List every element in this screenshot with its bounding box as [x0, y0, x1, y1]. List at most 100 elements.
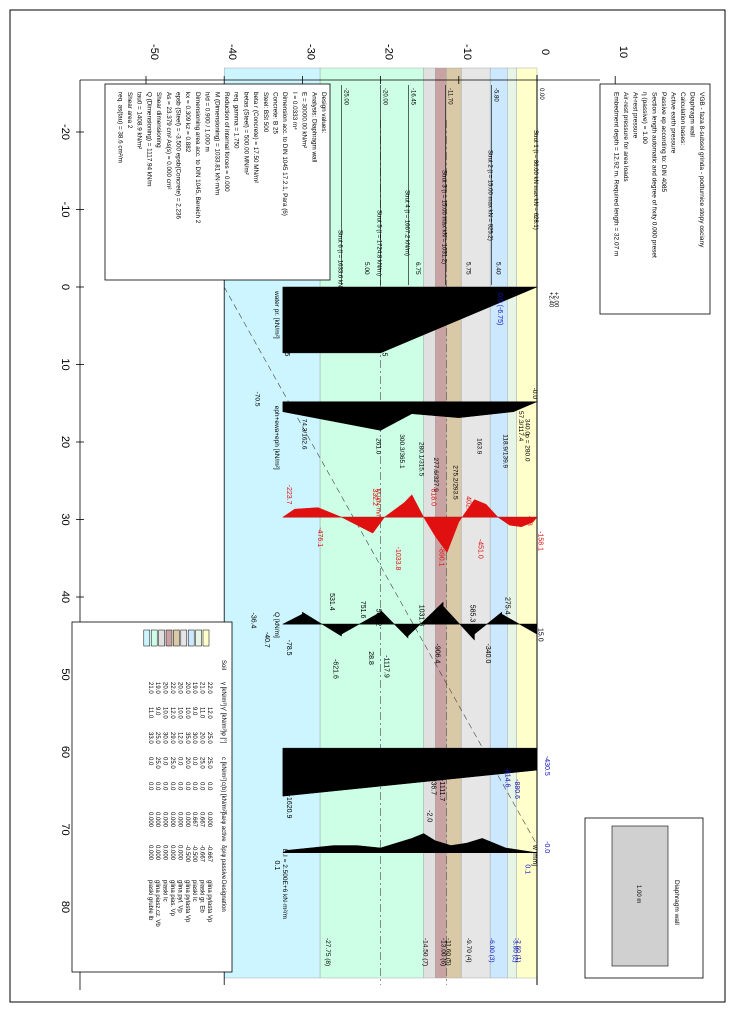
soil-table-cell: 0.667 [199, 812, 205, 828]
soil-table-cell: glina pylasta Vp [206, 880, 212, 923]
shear-area [302, 611, 342, 637]
deflection-label: 0.1 [273, 861, 280, 871]
soil-table-header: Designation [220, 880, 226, 912]
soil-table-cell: 22.0 [206, 682, 212, 694]
earth-pressure-label: p = 280.0 [523, 434, 530, 462]
shear-label: 751.6 [359, 601, 366, 619]
layer-bottom-label: -13.00 (6) [439, 938, 446, 966]
soil-table-cell: piaski Ic [191, 880, 197, 902]
normal-force-label: -814.6 [504, 768, 511, 788]
soil-table-cell: 20.0 [162, 682, 168, 694]
soil-table-cell: 0.0 [162, 757, 168, 766]
shear-area [407, 601, 444, 637]
strut-label: Strut 6 (t = 1633.6 kN/m) [337, 230, 343, 296]
design-values-frame [104, 83, 331, 281]
depth-axis-tick-label: -20 [59, 124, 71, 140]
design-values-line: tau0 = 1408.9 kN/m² [136, 92, 143, 149]
strut-distance-label: 5.40 [494, 262, 501, 275]
water-pressure-value: 0.0 (-6.75) [496, 293, 503, 325]
soil-swatch [143, 629, 151, 647]
soil-table-cell: -0.500 [191, 845, 197, 863]
shear-area [442, 605, 475, 641]
soil-table-cell: 0.0 [191, 782, 197, 791]
page-frame [9, 9, 726, 1003]
shear-label: -906.4 [433, 644, 440, 664]
layer-bottom-label: -11.60 (5) [444, 938, 451, 966]
design-values-line: E = 30000.00 kN/m² [301, 92, 308, 148]
project-info-line: Active earth pressure [670, 92, 677, 154]
strut-label: Strut 2 (t = 15.00 max kN = 925.2) [487, 150, 493, 241]
soil-table-cell: glina pias. Vp [169, 880, 175, 917]
design-values-line: kx = 0.309 kz = 0.882 [184, 92, 191, 153]
soil-table-cell: 0.000 [184, 812, 190, 828]
depth-axis-tick-label: 70 [59, 823, 71, 835]
level-axis-tick-label: -40 [226, 44, 238, 60]
shear-label: 15.0 [537, 628, 544, 642]
earth-pressure-label: 300.3/365.1 [398, 434, 405, 469]
design-values-line: As = 23.379 cm² As(s) = 0.000 cm² [165, 92, 172, 189]
water-pressure-area [282, 286, 538, 354]
soil-table-cell: 21.0 [199, 682, 205, 694]
soil-table-cell: 19.0 [191, 682, 197, 694]
shear-title: Q [kN/m] [273, 612, 280, 638]
soil-table-cell: -0.667 [199, 845, 205, 863]
soil-table-cell: 11.0 [147, 707, 153, 719]
deflection-label: -2.0 [426, 810, 433, 822]
design-values-line: Design values: [320, 92, 327, 134]
soil-table-cell: 20.0 [184, 682, 190, 694]
design-values-line: beta r (Concrete) = 17.50 MN/m² [252, 92, 259, 183]
soil-swatch [173, 629, 180, 647]
soil-table-cell: -0.667 [206, 845, 212, 863]
depth-axis-tick-label: 0 [59, 284, 71, 290]
soil-table-cell: 0.0 [184, 782, 190, 791]
soil-table-header: c(b) [kN/m²] [220, 782, 226, 814]
normal-force-label: -430.5 [543, 756, 550, 776]
design-values-line: req. as(tau) = 38.6 cm²/m [116, 92, 123, 163]
soil-table-cell: 10.0 [176, 707, 182, 719]
soil-table-cell: 25.0 [206, 732, 212, 744]
top-level-mark: +2.40 [548, 292, 554, 308]
soil-table-cell: 0.000 [154, 812, 160, 828]
shear-label: 28.8 [367, 651, 374, 665]
soil-table-cell: 0.0 [169, 782, 175, 791]
normal-force-title: N [kN/m] [371, 752, 378, 777]
wall-legend-title: Diaphragm wall [673, 880, 680, 925]
layer-bottom-label: -9.70 (4) [465, 938, 472, 963]
soil-table-cell: 30.0 [162, 732, 168, 744]
project-info-line: VGB - faza 8-subsol grinda - podturnice … [698, 92, 705, 248]
soil-table-cell: 0.0 [199, 782, 205, 791]
soil-table-cell: 0.0 [154, 782, 160, 791]
depth-axis-tick-label: 80 [59, 901, 71, 913]
soil-swatch [165, 629, 173, 647]
earth-pressure-label: 280.1/315.5 [418, 442, 425, 477]
soil-swatch [187, 629, 195, 647]
soil-table-cell: 11.0 [199, 707, 205, 719]
design-values-line: Dimension acc. to DIN 1045 17.2.1, Para … [281, 92, 288, 216]
soil-table-cell: 25.0 [199, 757, 205, 769]
shear-label: 531.4 [328, 593, 335, 611]
soil-table-cell: 0.0 [147, 757, 153, 766]
strut-distance-label: 5.75 [465, 262, 472, 275]
strut-label: Strut 5 (t = 1724.8 kN/m) [376, 210, 382, 276]
soil-table-cell: 0.0 [176, 782, 182, 791]
design-values-box: Design values:Analysis: Diaphragm wallE … [104, 83, 331, 281]
water-pressure-value: 142.5 [381, 339, 388, 357]
strut-distance-label: 6.75 [414, 262, 421, 275]
design-values-line: betas (Steel) = 500.00 MN/m² [242, 92, 249, 175]
soil-table-cell: 21.0 [147, 682, 153, 694]
soil-table-cell: 0.000 [176, 845, 182, 861]
soil-table-cell: 0.0 [176, 757, 182, 766]
design-values-line: Concrete: B 25 [272, 92, 279, 135]
project-info-line: Passive ep according to: DIN 4085 [660, 92, 667, 192]
soil-table-cell: 12.0 [206, 707, 212, 719]
soil-table-cell: 25.0 [154, 732, 160, 744]
shear-label: 569.2 [375, 609, 382, 627]
soil-table-header: Soil [220, 660, 226, 670]
layer-bottom-label: -2.60 (1) [515, 938, 522, 963]
soil-swatch [202, 629, 210, 647]
water-pressure-title: water pr. [kN/m²] [273, 290, 280, 339]
level-axis-tick-label: -10 [461, 44, 473, 60]
soil-table-header: γ [kN/m³] [220, 682, 226, 706]
project-info-line: Embedment depth = 12.92 m. Required leng… [613, 92, 620, 256]
